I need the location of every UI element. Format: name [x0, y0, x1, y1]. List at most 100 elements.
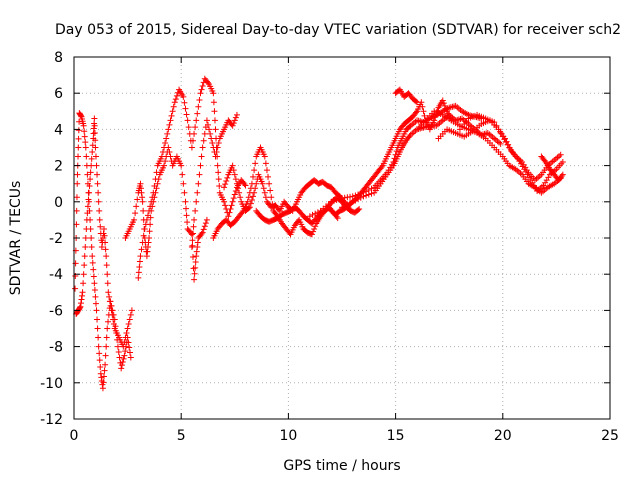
data-point — [205, 121, 211, 128]
data-point — [89, 259, 96, 266]
data-point — [497, 130, 504, 137]
data-point — [107, 302, 114, 309]
data-point — [226, 209, 233, 216]
data-point — [95, 334, 102, 341]
data-point — [233, 111, 240, 118]
data-point — [72, 285, 79, 292]
data-point — [96, 216, 103, 223]
data-point — [203, 117, 210, 124]
data-point — [95, 198, 102, 205]
data-point — [122, 334, 129, 341]
data-point — [77, 303, 84, 310]
data-point — [233, 180, 240, 187]
data-point — [419, 103, 426, 110]
data-point — [357, 194, 364, 201]
data-point — [214, 144, 221, 151]
data-point — [205, 79, 211, 86]
gridlines — [74, 57, 610, 419]
data-point — [133, 203, 140, 210]
data-point — [101, 367, 108, 374]
data-point — [262, 160, 269, 167]
data-point — [75, 127, 82, 134]
data-point — [118, 365, 125, 372]
data-point — [196, 96, 203, 103]
y-tick-label: -8 — [49, 340, 63, 356]
data-point — [128, 307, 135, 314]
data-point — [81, 253, 88, 260]
data-point — [161, 144, 168, 151]
data-point — [495, 126, 502, 133]
data-point — [180, 180, 187, 187]
data-point — [441, 102, 448, 109]
data-point — [559, 158, 566, 165]
data-point — [261, 153, 268, 160]
data-point — [162, 158, 169, 165]
data-point — [105, 289, 112, 296]
data-point — [167, 153, 174, 160]
data-point — [263, 167, 270, 174]
data-point — [95, 189, 102, 196]
data-point — [76, 304, 83, 311]
data-point — [183, 111, 190, 118]
data-point — [86, 189, 93, 196]
data-point — [222, 181, 229, 188]
data-point — [183, 212, 190, 219]
data-point — [185, 124, 192, 131]
data-point — [209, 139, 216, 146]
data-point — [420, 108, 427, 115]
data-point — [225, 213, 232, 220]
data-point — [181, 189, 188, 196]
data-point — [96, 350, 103, 357]
y-tick-label: 0 — [54, 195, 63, 211]
data-point — [198, 86, 205, 93]
data-point — [146, 235, 153, 241]
data-point — [96, 207, 103, 214]
data-point — [165, 126, 172, 133]
data-point — [336, 196, 343, 203]
data-point — [347, 200, 354, 207]
data-point — [199, 144, 206, 151]
data-point — [201, 130, 208, 137]
data-point — [120, 355, 127, 362]
data-point — [251, 167, 258, 174]
data-point — [83, 216, 90, 223]
data-point — [137, 253, 144, 260]
y-tick-label: 6 — [54, 86, 63, 102]
data-point — [230, 120, 237, 127]
data-point — [541, 157, 548, 164]
data-point — [211, 117, 218, 124]
data-point — [341, 202, 348, 209]
data-point — [144, 212, 151, 219]
data-point — [73, 194, 80, 201]
data-point — [120, 343, 127, 350]
data-point — [102, 239, 109, 246]
data-point — [96, 357, 103, 364]
data-point — [80, 271, 87, 278]
data-point — [159, 149, 166, 156]
data-point — [231, 171, 238, 178]
data-point — [363, 192, 370, 199]
data-point — [183, 205, 190, 212]
data-point — [190, 223, 197, 230]
data-point — [352, 197, 359, 204]
data-point — [73, 207, 80, 214]
data-point — [168, 112, 175, 119]
data-point — [189, 254, 196, 261]
data-point — [189, 237, 196, 244]
data-point — [84, 203, 91, 210]
data-point — [203, 216, 210, 223]
data-point — [193, 198, 200, 205]
data-point — [199, 82, 206, 89]
data-point — [88, 235, 95, 241]
data-point — [86, 182, 93, 189]
data-point — [148, 198, 155, 205]
data-point — [242, 182, 249, 189]
data-point — [196, 171, 203, 178]
data-point — [344, 201, 351, 208]
x-axis-label: GPS time / hours — [283, 458, 400, 474]
data-point — [211, 108, 218, 115]
data-point — [94, 180, 101, 187]
data-point — [77, 300, 84, 307]
data-point — [188, 244, 195, 251]
